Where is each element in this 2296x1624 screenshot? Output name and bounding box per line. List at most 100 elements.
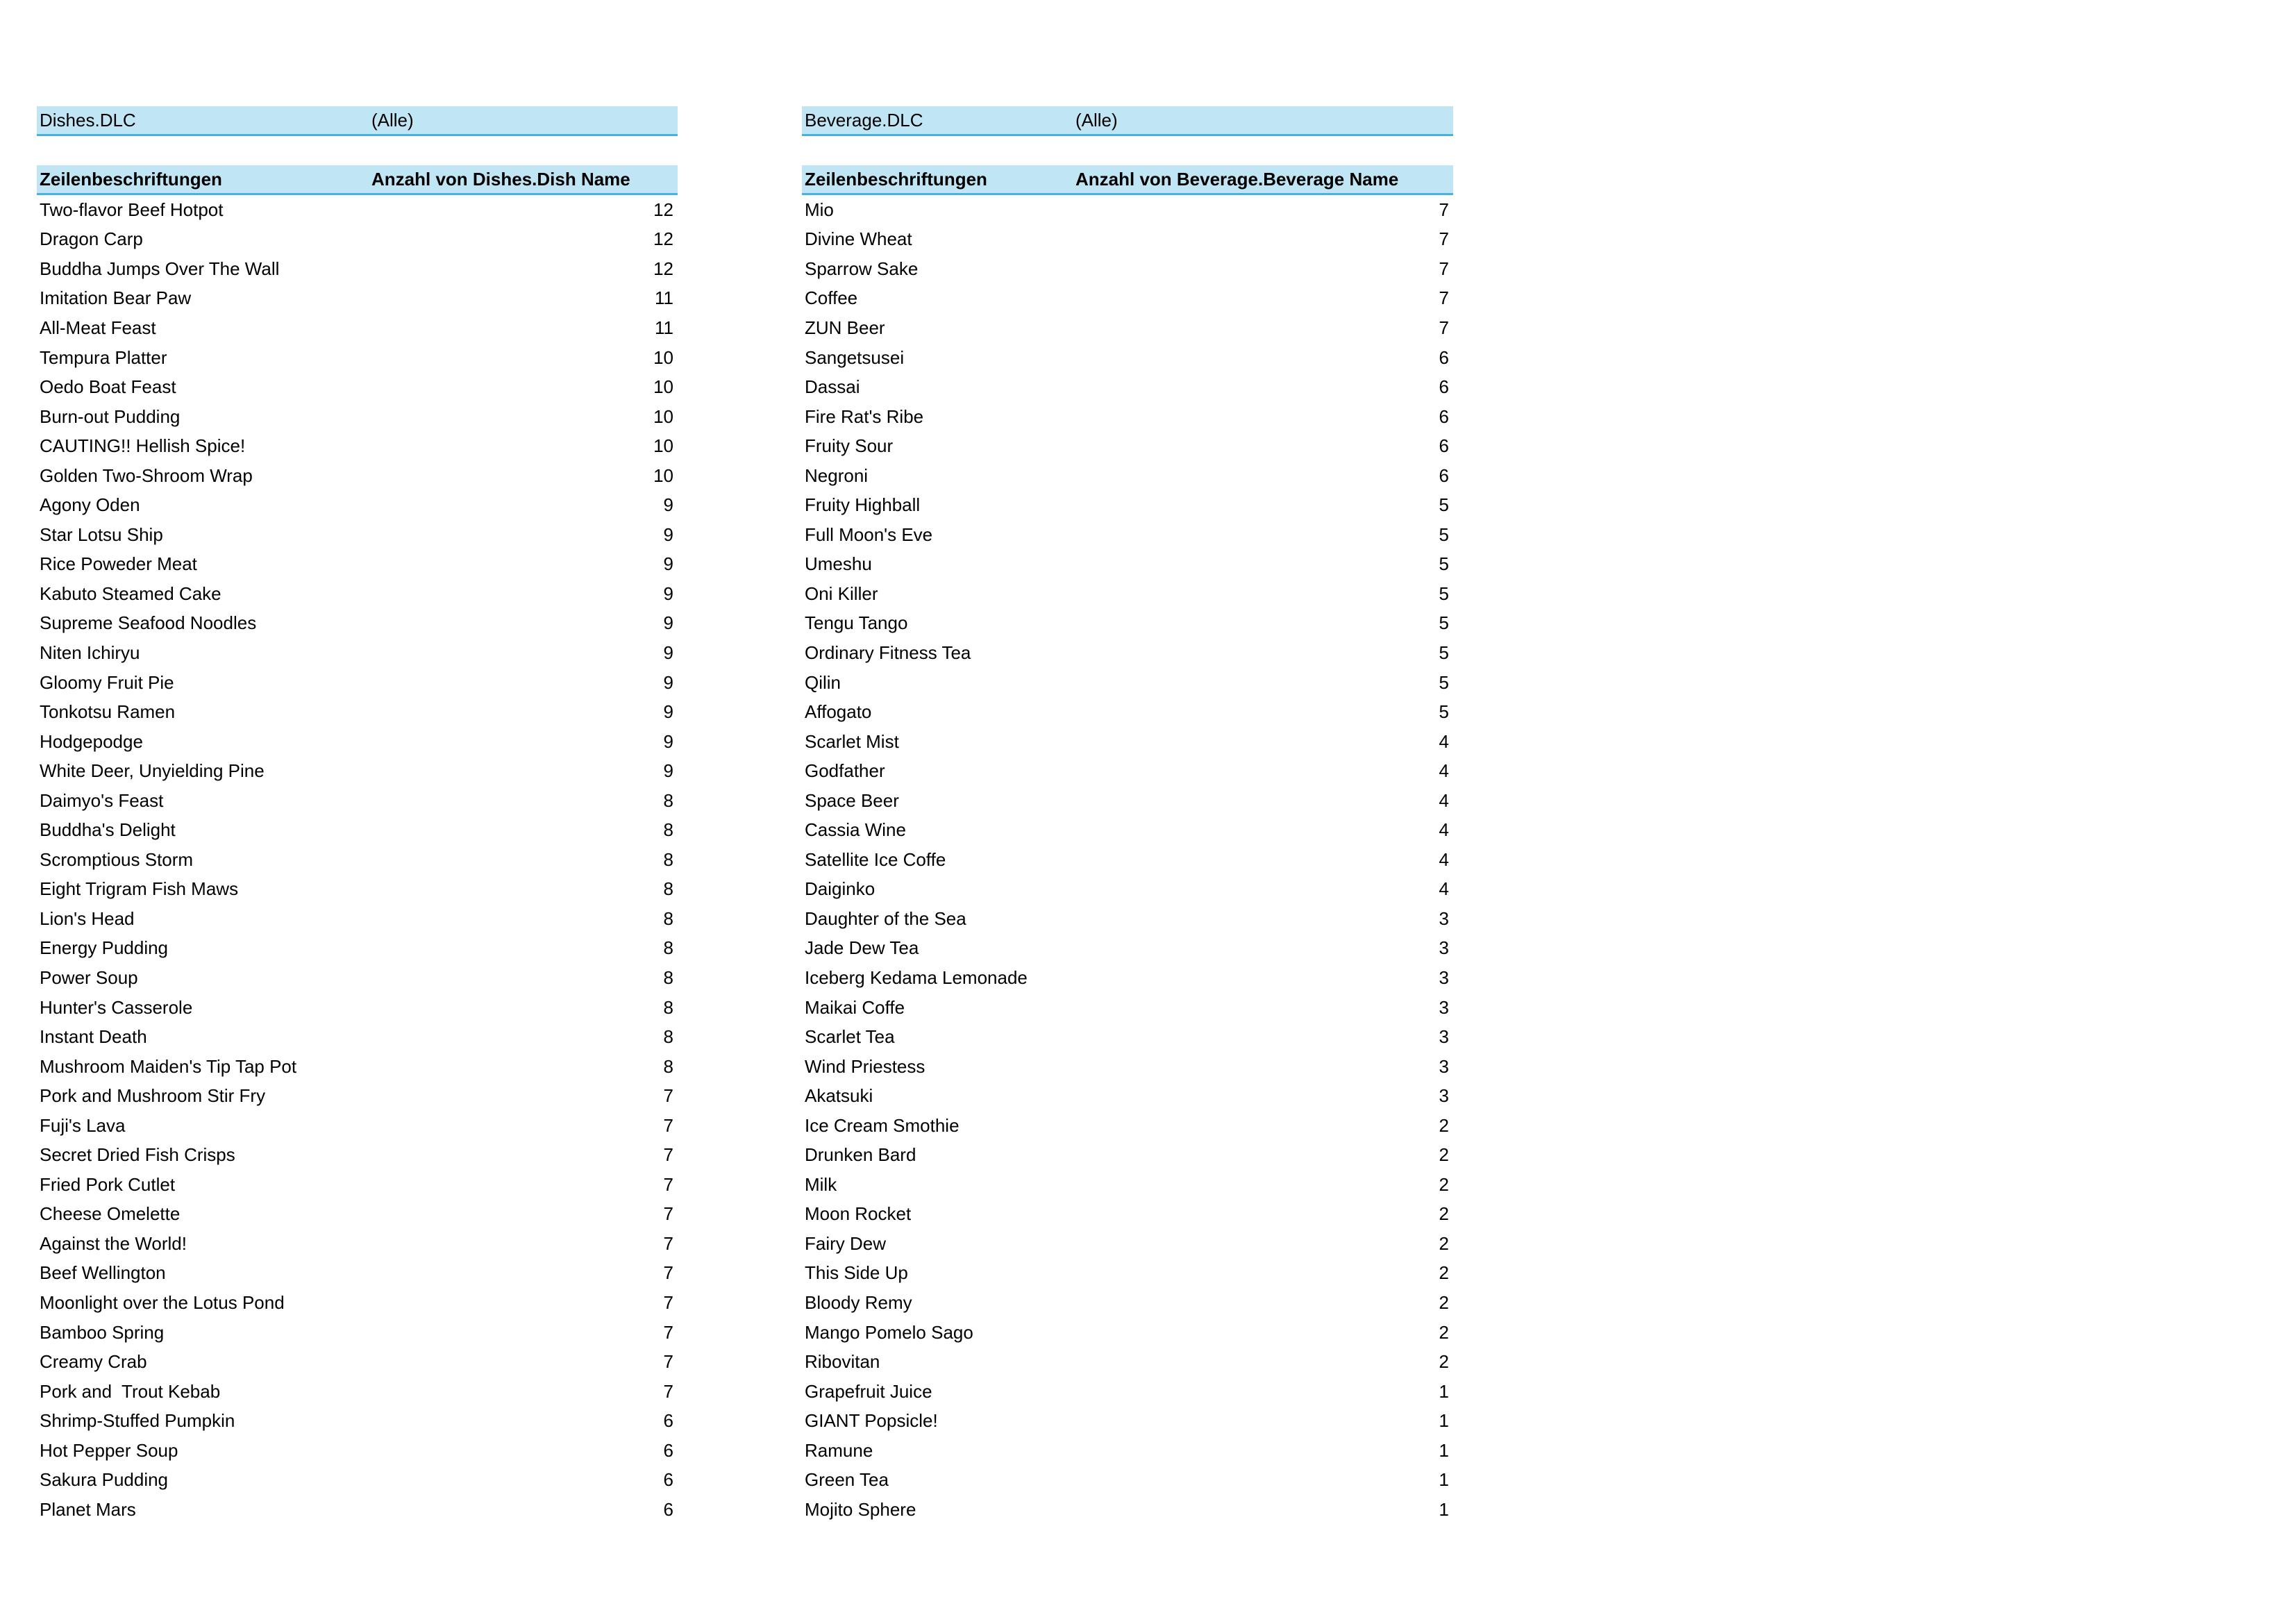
row-count[interactable]: 2	[1439, 1351, 1449, 1373]
row-label[interactable]: Instant Death	[40, 1026, 147, 1048]
row-label[interactable]: Maikai Coffe	[805, 996, 905, 1018]
table-row[interactable]: Godfather 4	[802, 756, 1453, 786]
table-row[interactable]: Sangetsusei 6	[802, 343, 1453, 373]
row-label[interactable]: Cheese Omelette	[40, 1203, 181, 1225]
row-count[interactable]: 2	[1439, 1144, 1449, 1166]
table-row[interactable]: Oedo Boat Feast 10	[37, 372, 678, 402]
row-count[interactable]: 5	[1439, 671, 1449, 693]
table-row[interactable]: Tempura Platter 10	[37, 343, 678, 373]
table-row[interactable]: Wind Priestess 3	[802, 1052, 1453, 1082]
table-row[interactable]: Hodgepodge 9	[37, 727, 678, 757]
table-row[interactable]: Energy Pudding 8	[37, 934, 678, 964]
table-row[interactable]: Coffee 7	[802, 284, 1453, 314]
row-label[interactable]: Fairy Dew	[805, 1232, 887, 1254]
row-count[interactable]: 12	[653, 228, 673, 250]
table-row[interactable]: Pork and Mushroom Stir Fry 7	[37, 1081, 678, 1111]
row-labels-header[interactable]: Zeilenbeschriftungen	[40, 168, 222, 190]
row-count[interactable]: 9	[663, 760, 673, 782]
row-label[interactable]: Beef Wellington	[40, 1262, 166, 1284]
row-count[interactable]: 3	[1439, 1026, 1449, 1048]
row-label[interactable]: Niten Ichiryu	[40, 642, 140, 663]
row-count[interactable]: 8	[663, 848, 673, 870]
table-row[interactable]: Beef Wellington 7	[37, 1259, 678, 1289]
table-row[interactable]: Fried Pork Cutlet 7	[37, 1170, 678, 1200]
table-row[interactable]: Ordinary Fitness Tea 5	[802, 638, 1453, 668]
table-row[interactable]: Kabuto Steamed Cake 9	[37, 579, 678, 609]
table-row[interactable]: Supreme Seafood Noodles 9	[37, 609, 678, 639]
row-count[interactable]: 10	[653, 435, 673, 457]
row-count[interactable]: 7	[663, 1114, 673, 1136]
table-row[interactable]: Niten Ichiryu 9	[37, 638, 678, 668]
row-label[interactable]: Moonlight over the Lotus Pond	[40, 1292, 285, 1313]
row-label[interactable]: Scarlet Tea	[805, 1026, 895, 1048]
row-label[interactable]: Mango Pomelo Sago	[805, 1321, 973, 1343]
row-label[interactable]: Golden Two-Shroom Wrap	[40, 464, 253, 486]
table-row[interactable]: Bamboo Spring 7	[37, 1318, 678, 1348]
row-count[interactable]: 9	[663, 701, 673, 723]
row-label[interactable]: Buddha's Delight	[40, 819, 176, 841]
row-count[interactable]: 3	[1439, 996, 1449, 1018]
row-count[interactable]: 4	[1439, 760, 1449, 782]
dishes-filter-row[interactable]: Dishes.DLC (Alle)	[37, 106, 678, 136]
table-row[interactable]: Scromptious Storm 8	[37, 845, 678, 875]
table-row[interactable]: Maikai Coffe 3	[802, 993, 1453, 1023]
row-label[interactable]: Creamy Crab	[40, 1351, 147, 1373]
table-row[interactable]: Sparrow Sake 7	[802, 254, 1453, 284]
table-row[interactable]: Milk 2	[802, 1170, 1453, 1200]
row-label[interactable]: Scarlet Mist	[805, 730, 899, 752]
row-count[interactable]: 7	[663, 1380, 673, 1402]
row-label[interactable]: Gloomy Fruit Pie	[40, 671, 174, 693]
row-count[interactable]: 5	[1439, 494, 1449, 516]
table-row[interactable]: Ramune 1	[802, 1436, 1453, 1466]
row-count[interactable]: 9	[663, 524, 673, 545]
row-label[interactable]: Planet Mars	[40, 1498, 136, 1520]
row-count[interactable]: 11	[655, 317, 673, 338]
row-label[interactable]: Kabuto Steamed Cake	[40, 583, 221, 604]
table-row[interactable]: Fuji's Lava 7	[37, 1111, 678, 1141]
row-label[interactable]: Daimyo's Feast	[40, 789, 164, 811]
row-count[interactable]: 7	[663, 1085, 673, 1107]
row-label[interactable]: GIANT Popsicle!	[805, 1410, 938, 1432]
table-row[interactable]: Iceberg Kedama Lemonade 3	[802, 963, 1453, 993]
table-row[interactable]: Lion's Head 8	[37, 904, 678, 934]
table-row[interactable]: Fruity Highball 5	[802, 490, 1453, 520]
row-count[interactable]: 8	[663, 996, 673, 1018]
filter-value[interactable]: (Alle)	[371, 109, 414, 131]
row-label[interactable]: Rice Poweder Meat	[40, 553, 197, 575]
table-row[interactable]: Daimyo's Feast 8	[37, 786, 678, 816]
row-label[interactable]: Oedo Boat Feast	[40, 376, 176, 398]
row-count[interactable]: 10	[653, 346, 673, 368]
table-row[interactable]: Cassia Wine 4	[802, 815, 1453, 845]
row-count[interactable]: 7	[1439, 317, 1449, 338]
row-count[interactable]: 6	[663, 1469, 673, 1491]
row-count[interactable]: 7	[1439, 287, 1449, 309]
table-row[interactable]: Agony Oden 9	[37, 490, 678, 520]
row-label[interactable]: Fuji's Lava	[40, 1114, 126, 1136]
table-row[interactable]: Golden Two-Shroom Wrap 10	[37, 461, 678, 491]
row-count[interactable]: 8	[663, 1055, 673, 1077]
table-row[interactable]: Mango Pomelo Sago 2	[802, 1318, 1453, 1348]
table-row[interactable]: Planet Mars 6	[37, 1495, 678, 1525]
table-row[interactable]: Eight Trigram Fish Maws 8	[37, 875, 678, 905]
table-row[interactable]: Full Moon's Eve 5	[802, 520, 1453, 550]
row-count[interactable]: 7	[663, 1262, 673, 1284]
row-count[interactable]: 7	[663, 1321, 673, 1343]
row-label[interactable]: Bloody Remy	[805, 1292, 912, 1313]
row-count[interactable]: 7	[1439, 258, 1449, 279]
row-label[interactable]: Green Tea	[805, 1469, 889, 1491]
row-label[interactable]: Daiginko	[805, 878, 875, 900]
table-row[interactable]: Divine Wheat 7	[802, 225, 1453, 255]
row-count[interactable]: 8	[663, 907, 673, 929]
table-row[interactable]: This Side Up 2	[802, 1259, 1453, 1289]
row-label[interactable]: Fruity Highball	[805, 494, 921, 516]
table-row[interactable]: GIANT Popsicle! 1	[802, 1406, 1453, 1436]
row-label[interactable]: Grapefruit Juice	[805, 1380, 932, 1402]
row-count[interactable]: 3	[1439, 966, 1449, 988]
row-label[interactable]: Ordinary Fitness Tea	[805, 642, 971, 663]
table-row[interactable]: Instant Death 8	[37, 1022, 678, 1052]
table-row[interactable]: Mio 7	[802, 195, 1453, 225]
row-count[interactable]: 7	[663, 1351, 673, 1373]
row-count[interactable]: 6	[1439, 376, 1449, 398]
row-label[interactable]: This Side Up	[805, 1262, 908, 1284]
row-label[interactable]: Jade Dew Tea	[805, 937, 919, 959]
